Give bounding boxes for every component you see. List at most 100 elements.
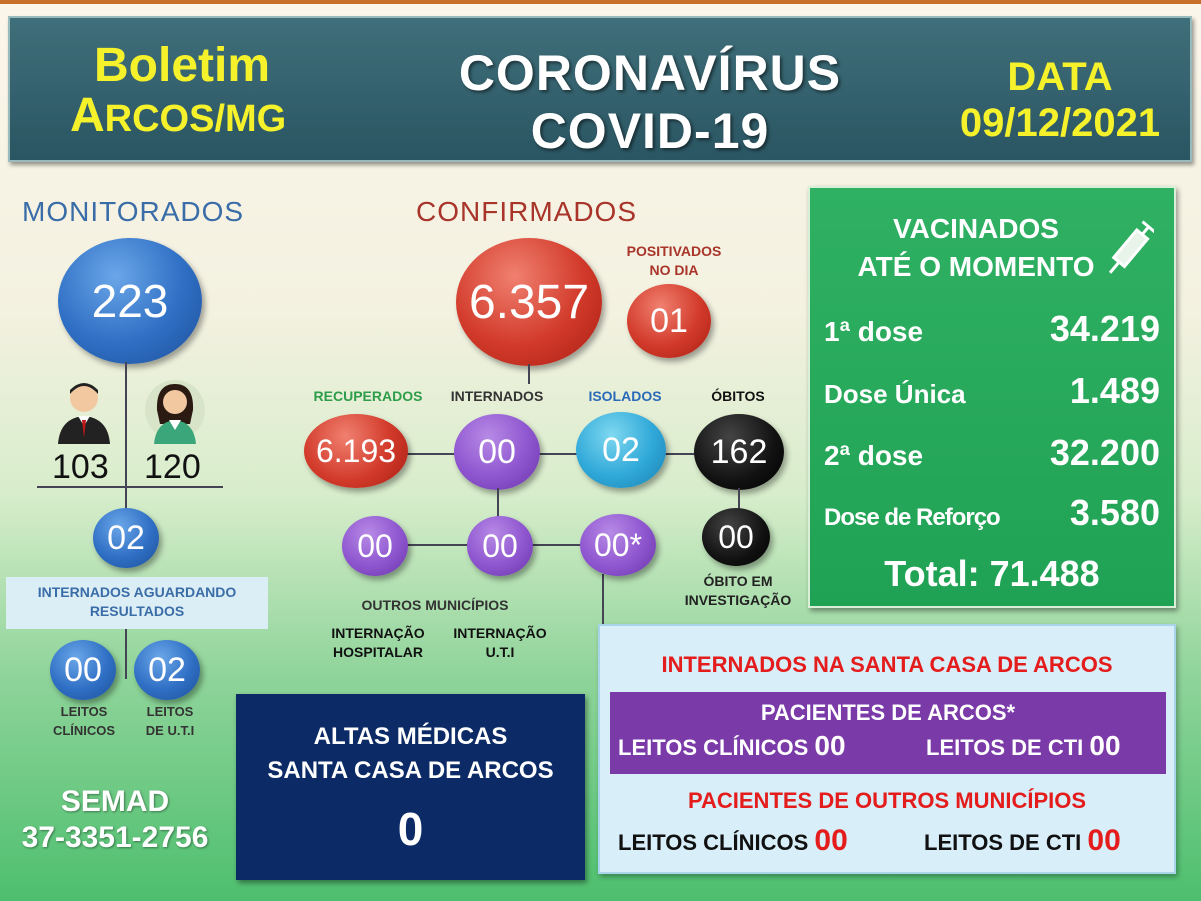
leitos-clinicos-value: 00: [64, 650, 102, 689]
connector-line: [497, 488, 499, 518]
santa-casa-panel: INTERNADOS NA SANTA CASA DE ARCOS PACIEN…: [598, 624, 1176, 874]
dose1-label: 1ª dose: [824, 316, 924, 347]
positivados-label-1: POSITIVADOS: [626, 243, 722, 259]
altas-title-1: ALTAS MÉDICAS: [313, 723, 508, 750]
int-hosp-label-1: INTERNAÇÃO: [331, 625, 425, 641]
monitorados-women: 120: [144, 448, 201, 486]
vaccination-reforco-row: Dose de Reforço 3.580: [824, 492, 1160, 534]
semad-contact: SEMAD 37-3351-2756: [20, 784, 210, 856]
obitos-bubble: 162: [694, 414, 784, 490]
unica-label: Dose Única: [824, 379, 966, 409]
obitos-value: 162: [710, 432, 768, 471]
outros-cti-label: LEITOS DE CTI: [924, 830, 1082, 855]
connector-line: [37, 486, 223, 488]
header-date-value: 09/12/2021: [959, 101, 1161, 145]
altas-title-2: SANTA CASA DE ARCOS: [267, 757, 554, 784]
semad-label: SEMAD: [60, 785, 170, 818]
internacao-hospitalar-label: INTERNAÇÃO HOSPITALAR: [316, 624, 440, 662]
connector-line: [125, 362, 127, 512]
connector-line: [125, 629, 127, 679]
obito-investigacao-value: 00: [718, 518, 754, 555]
arcos-clinicos-label: LEITOS CLÍNICOS: [618, 735, 809, 760]
santa-casa-title: INTERNADOS NA SANTA CASA DE ARCOS: [661, 652, 1113, 677]
recuperados-value: 6.193: [315, 432, 397, 469]
outros-cti-row: LEITOS DE CTI 00: [924, 824, 1121, 858]
leitos-uti-label-1: LEITOS: [146, 704, 194, 719]
outros-municipios-bubble: 00: [342, 516, 408, 576]
header-city-rest: RCOS/MG: [104, 98, 287, 140]
arcos-cti-label: LEITOS DE CTI: [926, 735, 1084, 760]
obito-investigacao-label-2: INVESTIGAÇÃO: [684, 592, 792, 608]
woman-avatar-icon: [145, 380, 205, 444]
header-title: CORONAVÍRUS COVID-19: [390, 44, 910, 160]
outros-clinicos-value: 00: [814, 824, 848, 857]
header-title-line1: CORONAVÍRUS: [458, 45, 842, 101]
positivados-bubble: 01: [627, 284, 711, 358]
header-date-label: DATA: [1007, 55, 1113, 99]
outros-clinicos-label: LEITOS CLÍNICOS: [618, 830, 809, 855]
altas-value: 0: [397, 803, 424, 855]
header-date: DATA 09/12/2021: [930, 54, 1190, 146]
arcos-clinicos-value: 00: [814, 730, 846, 761]
internados-aguardando-label: INTERNADOS AGUARDANDO RESULTADOS: [6, 577, 268, 629]
connector-line: [528, 364, 530, 384]
vaccination-title: VACINADOS ATÉ O MOMENTO: [836, 210, 1116, 286]
monitorados-men: 103: [52, 448, 109, 486]
dose2-label: 2ª dose: [824, 440, 924, 471]
vaccination-dose1-row: 1ª dose 34.219: [824, 308, 1160, 350]
arcos-cti-row: LEITOS DE CTI 00: [926, 730, 1121, 762]
obito-investigacao-label-1: ÓBITO EM: [703, 573, 773, 589]
confirmados-total-bubble: 6.357: [456, 238, 602, 366]
internados-bubble: 00: [454, 414, 540, 490]
leitos-clinicos-label: LEITOS CLÍNICOS: [36, 702, 132, 740]
altas-title: ALTAS MÉDICAS SANTA CASA DE ARCOS: [236, 720, 585, 788]
connector-line: [370, 453, 740, 455]
header-location: Boletim ARCOS/MG: [70, 42, 286, 145]
recuperados-bubble: 6.193: [304, 414, 408, 488]
int-hosp-label-2: HOSPITALAR: [333, 644, 423, 660]
outros-municipios-label: OUTROS MUNICÍPIOS: [361, 597, 509, 613]
vaccination-dose2-row: 2ª dose 32.200: [824, 432, 1160, 474]
dose1-value: 34.219: [1049, 308, 1160, 349]
header-city-initial: A: [70, 89, 105, 142]
header-title-line2: COVID-19: [530, 103, 770, 159]
recuperados-label: RECUPERADOS: [313, 388, 423, 404]
internacao-hospitalar-bubble: 00: [467, 516, 533, 576]
syringe-icon: [1108, 220, 1154, 274]
internacao-hospitalar-value: 00: [482, 527, 518, 564]
positivados-value: 01: [650, 301, 688, 340]
isolados-value: 02: [602, 430, 640, 469]
arcos-clinicos-row: LEITOS CLÍNICOS 00: [618, 730, 846, 762]
vaccination-panel: VACINADOS ATÉ O MOMENTO 1ª dose 34.219 Do…: [808, 186, 1176, 608]
outros-clinicos-row: LEITOS CLÍNICOS 00: [618, 824, 848, 858]
positivados-label: POSITIVADOS NO DIA: [612, 242, 736, 280]
vaccination-unica-row: Dose Única 1.489: [824, 370, 1160, 412]
int-uti-label-2: U.T.I: [485, 644, 515, 660]
monitorados-total-bubble: 223: [58, 238, 202, 364]
obito-investigacao-label: ÓBITO EM INVESTIGAÇÃO: [668, 572, 808, 610]
reforco-value: 3.580: [1069, 492, 1160, 533]
outros-municipios-value: 00: [357, 527, 393, 564]
leitos-uti-label: LEITOS DE U.T.I: [122, 702, 218, 740]
internacao-uti-label: INTERNAÇÃO U.T.I: [438, 624, 562, 662]
vaccination-total: Total: 71.488: [884, 553, 1100, 594]
leitos-uti-label-2: DE U.T.I: [145, 723, 195, 738]
header-city: ARCOS/MG: [70, 90, 286, 145]
monitorados-title: MONITORADOS: [22, 196, 245, 227]
arcos-patients-title: PACIENTES DE ARCOS*: [760, 700, 1016, 725]
monitorados-total: 223: [91, 275, 169, 327]
obito-investigacao-bubble: 00: [702, 508, 770, 566]
isolados-label: ISOLADOS: [588, 388, 662, 404]
man-avatar-icon: [58, 383, 110, 444]
leitos-uti-value: 02: [148, 650, 186, 689]
arcos-cti-value: 00: [1089, 730, 1121, 761]
obitos-label: ÓBITOS: [711, 388, 765, 404]
int-uti-label-1: INTERNAÇÃO: [453, 625, 547, 641]
internados-aguardando-bubble: 02: [93, 508, 159, 568]
confirmados-total: 6.357: [468, 275, 590, 329]
leitos-uti-bubble: 02: [134, 640, 200, 700]
leitos-clinicos-label-2: CLÍNICOS: [52, 723, 116, 738]
connector-line: [738, 488, 740, 510]
confirmados-title: CONFIRMADOS: [416, 196, 637, 227]
